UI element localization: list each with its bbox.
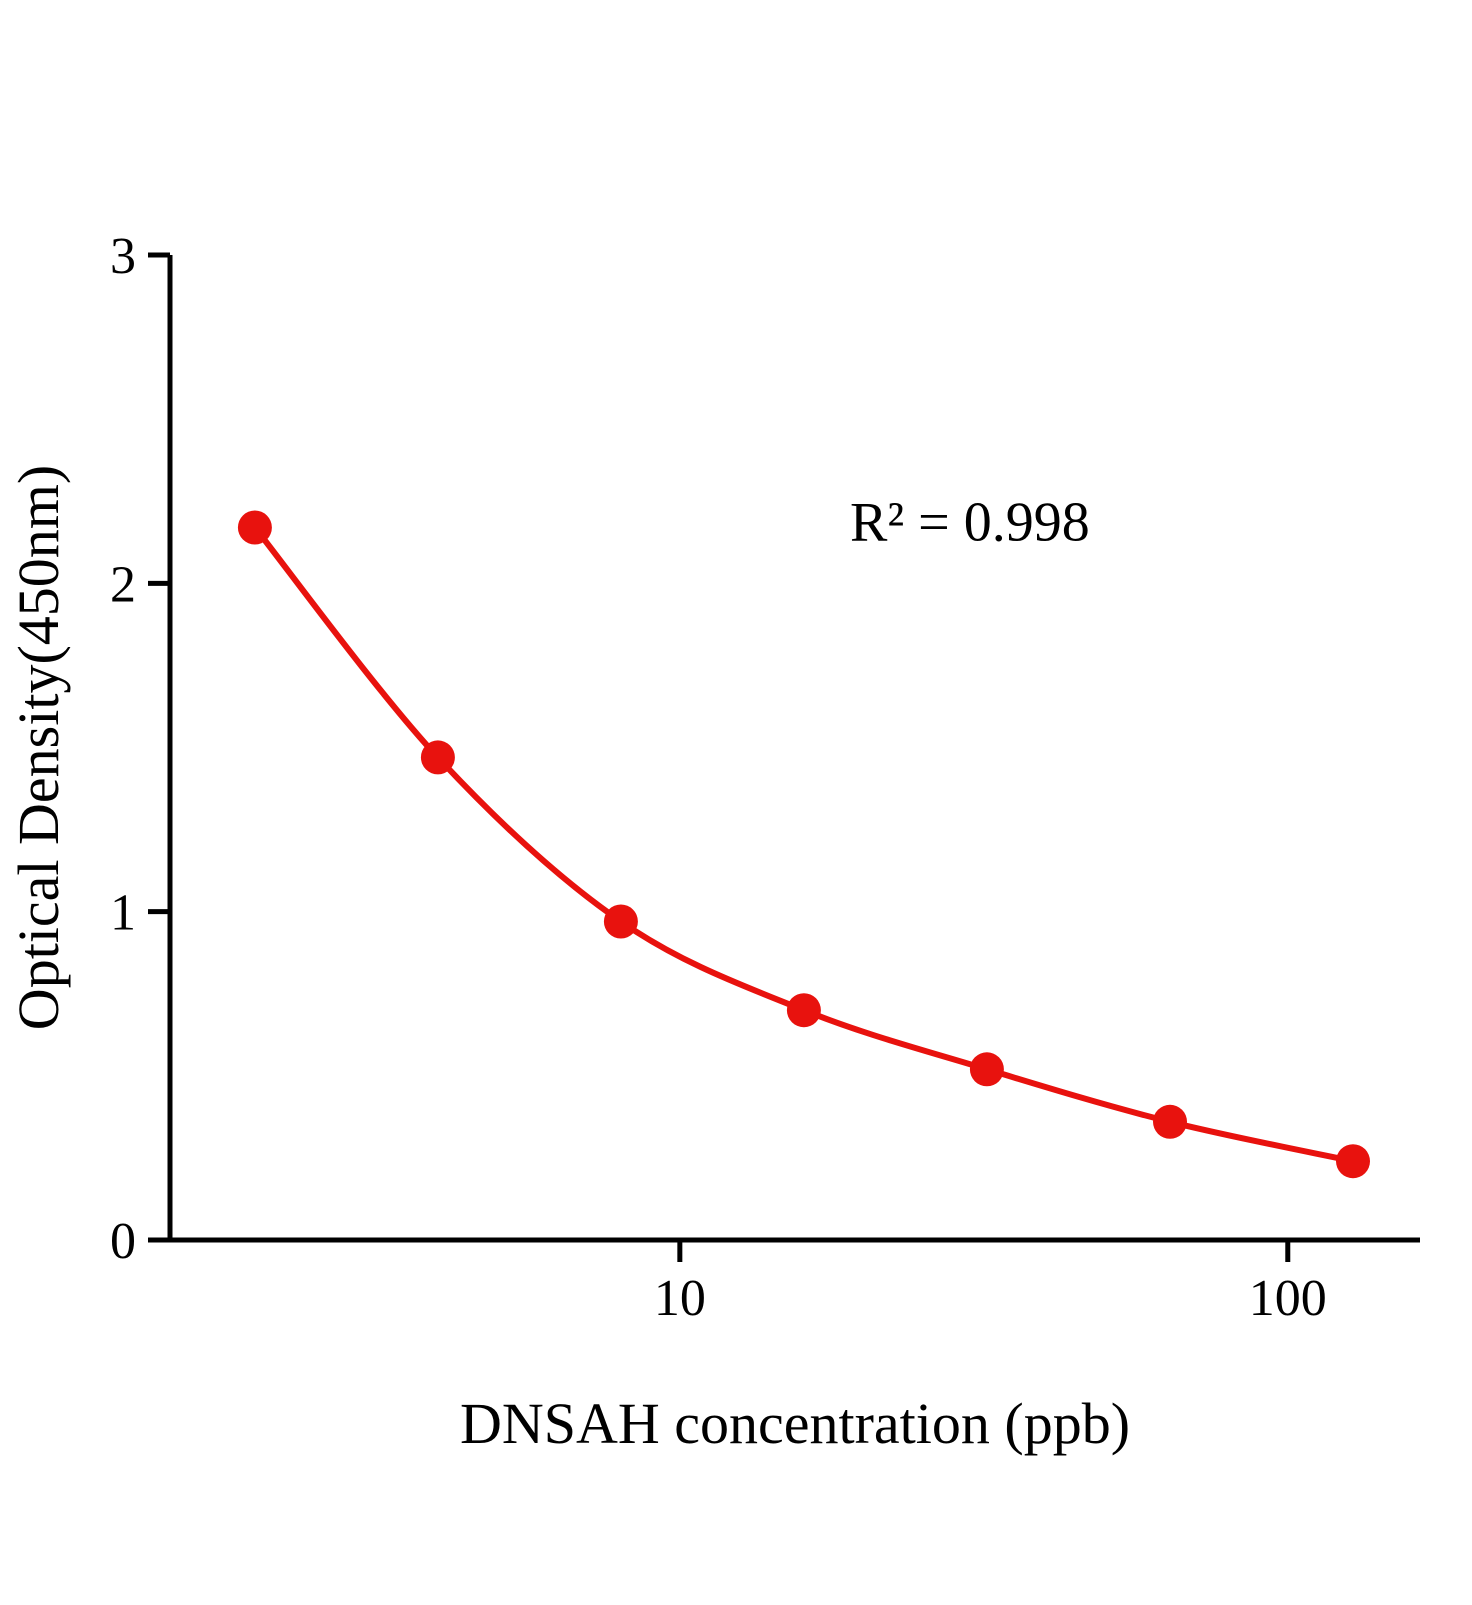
data-point [237,510,272,545]
data-point [969,1052,1004,1087]
y-axis-label: Optical Density(450nm) [6,465,71,1030]
axes [167,255,1420,1243]
y-tick-label: 3 [110,228,136,285]
r-squared-annotation: R² = 0.998 [850,492,1090,554]
y-tick-label: 0 [110,1213,136,1270]
data-point [603,904,638,939]
x-tick-label: 100 [1249,1270,1327,1327]
data-point [1153,1104,1187,1139]
x-axis-label: DNSAH concentration (ppb) [460,1391,1130,1456]
data-point [786,993,821,1028]
x-tick-label: 10 [654,1270,706,1327]
data-point [1336,1144,1370,1179]
y-tick-label: 2 [110,556,136,613]
fit-curve [251,524,1356,1165]
data-point [420,740,455,775]
y-tick-label: 1 [110,885,136,942]
